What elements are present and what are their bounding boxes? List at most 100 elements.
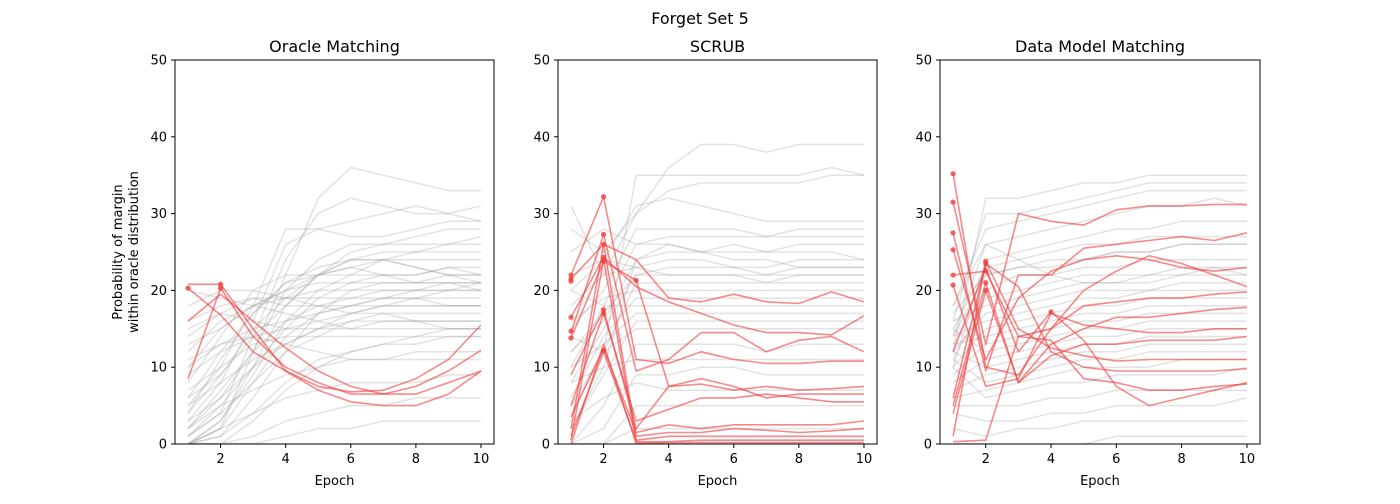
retain-sample-line [187, 297, 481, 330]
retain-sample-line [953, 435, 1247, 444]
retain-sample-line [187, 266, 481, 437]
retain-sample-line [187, 312, 481, 437]
y-tick-label: 10 [533, 361, 550, 376]
forget-sample-line [570, 258, 864, 443]
x-tick-label: 8 [412, 452, 420, 467]
panel-title: SCRUB [690, 37, 745, 56]
retain-sample-line [952, 420, 1247, 438]
y-tick-label: 20 [150, 284, 167, 299]
retain-sample-line [570, 381, 864, 422]
forget-sample-line [952, 232, 1248, 372]
plot-area [950, 171, 1248, 444]
retain-sample-line [187, 335, 481, 444]
y-tick-label: 10 [150, 361, 167, 376]
forget-sample-line [952, 260, 1247, 437]
retain-sample-line [570, 281, 864, 414]
y-tick-label: 30 [533, 207, 550, 222]
forget-sample-line [187, 287, 482, 395]
plot-area [568, 143, 865, 444]
retain-sample-line [187, 274, 481, 444]
retain-sample-line [187, 197, 482, 437]
retain-sample-line [570, 197, 864, 291]
retain-sample-line [952, 182, 1247, 322]
retain-sample-line [187, 258, 482, 444]
forget-sample-marker [600, 254, 607, 260]
retain-sample-line [187, 351, 481, 430]
retain-sample-line [570, 312, 864, 368]
x-tick-label: 10 [473, 452, 490, 467]
forget-sample-marker [983, 280, 989, 286]
x-tick-label: 8 [1177, 452, 1185, 467]
retain-sample-line [570, 228, 864, 330]
y-tick-label: 30 [915, 207, 932, 222]
forget-sample-line [952, 266, 1248, 407]
forget-sample-marker [568, 335, 574, 341]
retain-sample-line [570, 358, 864, 384]
y-axis-label-line-2: within oracle distribution [127, 171, 142, 333]
retain-sample-line [188, 328, 481, 444]
axes-frame [557, 59, 878, 445]
retain-sample-line [187, 289, 481, 322]
retain-sample-line [187, 166, 481, 444]
panel-title: Data Model Matching [1015, 37, 1185, 56]
forget-sample-line [570, 343, 864, 444]
x-tick-label: 6 [1112, 452, 1120, 467]
retain-sample-line [570, 251, 865, 429]
forget-sample-marker [568, 278, 574, 284]
axes-frame [174, 59, 495, 445]
y-tick-label: 40 [533, 130, 550, 145]
x-tick-label: 2 [982, 452, 990, 467]
y-tick-label: 40 [150, 130, 167, 145]
retain-sample-line [570, 166, 865, 406]
retain-sample-line [187, 281, 481, 368]
retain-sample-line [187, 320, 481, 376]
forget-sample-line [188, 283, 482, 407]
retain-sample-line [952, 235, 1247, 330]
forget-sample-marker [950, 171, 956, 177]
forget-sample-marker [600, 347, 607, 353]
forget-sample-line [570, 195, 864, 365]
forget-sample-marker [950, 199, 956, 205]
retain-sample-line [952, 220, 1247, 368]
x-axis-label: Epoch [1080, 474, 1120, 489]
x-tick-label: 4 [665, 452, 673, 467]
forget-sample-line [952, 284, 1247, 388]
panel-oracle-matching: Oracle Matching Epoch Probability of mar… [111, 37, 495, 489]
y-tick-label: 0 [924, 438, 932, 453]
retain-sample-line [570, 366, 864, 444]
retain-sample-line [187, 281, 481, 368]
retain-sample-line [952, 243, 1248, 307]
retain-sample-line [187, 205, 482, 422]
retain-sample-line [187, 266, 482, 414]
retain-sample-line [952, 328, 1247, 384]
retain-sample-line [187, 251, 481, 444]
forget-sample-marker [950, 272, 956, 278]
forget-sample-marker [983, 260, 989, 267]
forget-sample-line [953, 270, 1247, 338]
retain-sample-line [952, 274, 1247, 322]
retain-sample-line [952, 189, 1247, 307]
x-tick-label: 2 [216, 452, 224, 467]
retain-sample-line [187, 235, 482, 430]
plot-area [185, 166, 482, 444]
forget-sample-line [952, 289, 1247, 414]
axes-frame [939, 59, 1261, 445]
forget-sample-marker [983, 287, 989, 293]
retain-sample-line [187, 220, 481, 407]
forget-sample-marker [568, 272, 574, 278]
retain-sample-line [187, 297, 481, 322]
forget-sample-marker [600, 310, 607, 317]
forget-sample-marker [568, 328, 574, 334]
x-tick-label: 4 [282, 452, 290, 467]
forget-sample-line [952, 201, 1247, 346]
forget-sample-marker [950, 247, 956, 253]
forget-sample-line [952, 281, 1247, 406]
forget-sample-line [570, 243, 865, 305]
forget-sample-marker [600, 258, 607, 264]
retain-sample-line [571, 427, 864, 444]
forget-sample-marker [217, 285, 224, 291]
x-axis-label: Epoch [315, 474, 355, 489]
retain-sample-line [570, 289, 864, 322]
forget-sample-marker [600, 241, 607, 247]
x-tick-label: 6 [347, 452, 355, 467]
